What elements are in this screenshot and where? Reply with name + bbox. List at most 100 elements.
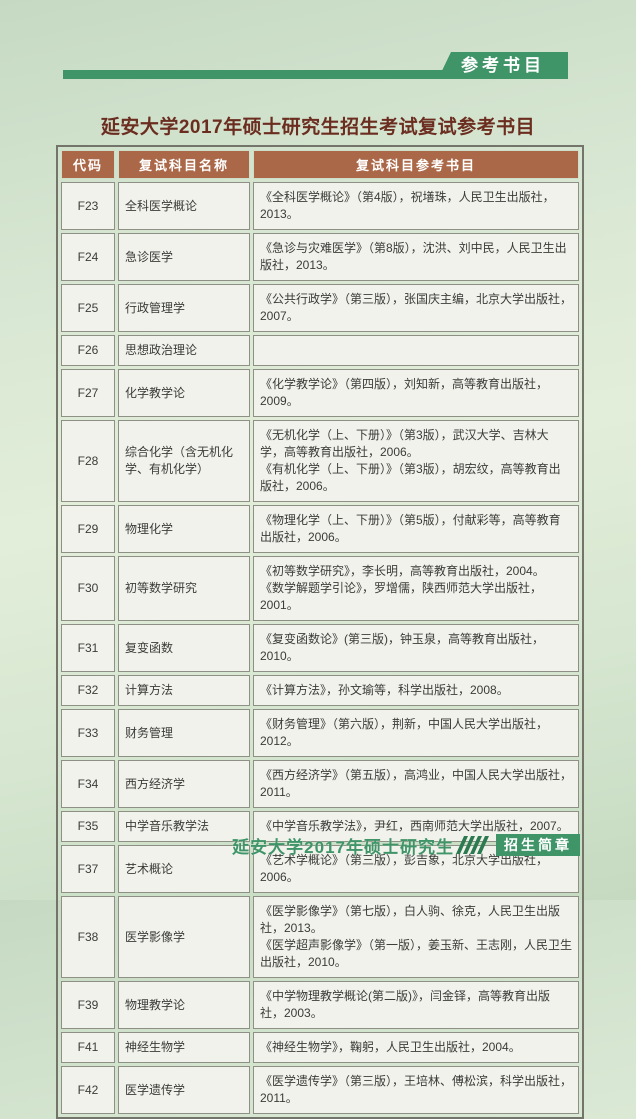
subject-cell: 全科医学概论 [118, 182, 250, 230]
header-row: 代码 复试科目名称 复试科目参考书目 [61, 150, 579, 179]
books-cell: 《全科医学概论》（第4版），祝墡珠，人民卫生出版社，2013。 [253, 182, 579, 230]
table-row: F31 复变函数 《复变函数论》(第三版)，钟玉泉，高等教育出版社，2010。 [61, 624, 579, 672]
book-line: 《神经生物学》，鞠躬，人民卫生出版社，2004。 [260, 1040, 521, 1054]
books-cell: 《无机化学（上、下册）》（第3版），武汉大学、吉林大学，高等教育出版社，2006… [253, 420, 579, 502]
book-line: 《无机化学（上、下册）》（第3版），武汉大学、吉林大学，高等教育出版社，2006… [260, 428, 549, 459]
book-line: 《医学遗传学》（第三版），王培林、傅松滨，科学出版社，2011。 [260, 1074, 573, 1105]
subject-cell: 思想政治理论 [118, 335, 250, 366]
code-cell: F29 [61, 505, 115, 553]
reference-table: 代码 复试科目名称 复试科目参考书目 F23 全科医学概论 《全科医学概论》（第4版），… [58, 147, 582, 1117]
book-line: 《急诊与灾难医学》（第8版），沈洪、刘中民，人民卫生出版社，2013。 [260, 241, 567, 272]
books-cell: 《神经生物学》，鞠躬，人民卫生出版社，2004。 [253, 1032, 579, 1063]
code-cell: F26 [61, 335, 115, 366]
book-line: 《财务管理》（第六版），荆新，中国人民大学出版社，2012。 [260, 717, 549, 748]
subject-cell: 中学音乐教学法 [118, 811, 250, 842]
books-cell: 《急诊与灾难医学》（第8版），沈洪、刘中民，人民卫生出版社，2013。 [253, 233, 579, 281]
code-cell: F33 [61, 709, 115, 757]
books-cell: 《公共行政学》（第三版），张国庆主编，北京大学出版社，2007。 [253, 284, 579, 332]
table-row: F32 计算方法 《计算方法》，孙文瑜等，科学出版社，2008。 [61, 675, 579, 706]
code-cell: F24 [61, 233, 115, 281]
table-row: F42 医学遗传学 《医学遗传学》（第三版），王培林、傅松滨，科学出版社，2011。 [61, 1066, 579, 1114]
footer-series-text: 延安大学2017年硕士研究生 [232, 837, 454, 857]
code-cell: F23 [61, 182, 115, 230]
page-title: 延安大学2017年硕士研究生招生考试复试参考书目 [100, 117, 536, 138]
books-cell: 《医学影像学》（第七版），白人驹、徐克，人民卫生出版社，2013。 《医学超声影像… [253, 896, 579, 978]
books-cell: 《中学音乐教学法》，尹红，西南师范大学出版社，2007。 [253, 811, 579, 842]
subject-cell: 初等数学研究 [118, 556, 250, 621]
code-cell: F39 [61, 981, 115, 1029]
code-cell: F27 [61, 369, 115, 417]
book-line: 《初等数学研究》，李长明，高等教育出版社，2004。 [260, 564, 545, 578]
table-row: F38 医学影像学 《医学影像学》（第七版），白人驹、徐克，人民卫生出版社，2013… [61, 896, 579, 978]
books-cell: 《医学遗传学》（第三版），王培林、傅松滨，科学出版社，2011。 [253, 1066, 579, 1114]
table-row: F24 急诊医学 《急诊与灾难医学》（第8版），沈洪、刘中民，人民卫生出版社，201… [61, 233, 579, 281]
books-cell: 《化学教学论》（第四版），刘知新，高等教育出版社，2009。 [253, 369, 579, 417]
subject-cell: 艺术概论 [118, 845, 250, 893]
table-body: F23 全科医学概论 《全科医学概论》（第4版），祝墡珠，人民卫生出版社，2013。… [61, 182, 579, 1114]
code-cell: F37 [61, 845, 115, 893]
books-cell: 《中学物理教学概论(第二版)》，闫金铎，高等教育出版社，2003。 [253, 981, 579, 1029]
books-cell: 《财务管理》（第六版），荆新，中国人民大学出版社，2012。 [253, 709, 579, 757]
reference-table-wrap: 代码 复试科目名称 复试科目参考书目 F23 全科医学概论 《全科医学概论》（第4版），… [56, 145, 584, 1119]
column-header: 复试科目参考书目 [253, 150, 579, 179]
code-cell: F31 [61, 624, 115, 672]
book-line: 《医学影像学》（第七版），白人驹、徐克，人民卫生出版社，2013。 [260, 904, 561, 935]
table-row: F25 行政管理学 《公共行政学》（第三版），张国庆主编，北京大学出版社，2007。 [61, 284, 579, 332]
slashes-decoration [455, 836, 490, 854]
code-cell: F28 [61, 420, 115, 502]
banner-tab: 参考书目 [438, 52, 568, 79]
column-header: 复试科目名称 [118, 150, 250, 179]
table-row: F23 全科医学概论 《全科医学概论》（第4版），祝墡珠，人民卫生出版社，2013。 [61, 182, 579, 230]
page-footer: 延安大学2017年硕士研究生 招生简章 [232, 833, 580, 857]
code-cell: F42 [61, 1066, 115, 1114]
subject-cell: 综合化学（含无机化学、有机化学） [118, 420, 250, 502]
code-cell: F38 [61, 896, 115, 978]
subject-cell: 医学遗传学 [118, 1066, 250, 1114]
book-line: 《复变函数论》(第三版)，钟玉泉，高等教育出版社，2010。 [260, 632, 544, 663]
subject-cell: 医学影像学 [118, 896, 250, 978]
table-row: F33 财务管理 《财务管理》（第六版），荆新，中国人民大学出版社，2012。 [61, 709, 579, 757]
subject-cell: 物理化学 [118, 505, 250, 553]
subject-cell: 行政管理学 [118, 284, 250, 332]
banner-label: 参考书目 [461, 56, 545, 75]
header-accent-bar [63, 70, 568, 79]
code-cell: F34 [61, 760, 115, 808]
table-row: F26 思想政治理论 [61, 335, 579, 366]
book-line: 《全科医学概论》（第4版），祝墡珠，人民卫生出版社，2013。 [260, 190, 555, 221]
subject-cell: 计算方法 [118, 675, 250, 706]
column-header: 代码 [61, 150, 115, 179]
book-line: 《数学解题学引论》，罗增儒，陕西师范大学出版社，2001。 [260, 581, 543, 612]
subject-cell: 化学教学论 [118, 369, 250, 417]
book-line: 《艺术学概论》（第三版），彭吉象，北京大学出版社，2006。 [260, 853, 549, 884]
book-line: 《中学音乐教学法》，尹红，西南师范大学出版社，2007。 [260, 819, 569, 833]
code-cell: F41 [61, 1032, 115, 1063]
table-row: F30 初等数学研究 《初等数学研究》，李长明，高等教育出版社，2004。 《数学解题… [61, 556, 579, 621]
book-line: 《化学教学论》（第四版），刘知新，高等教育出版社，2009。 [260, 377, 549, 408]
books-cell [253, 335, 579, 366]
subject-cell: 复变函数 [118, 624, 250, 672]
subject-cell: 急诊医学 [118, 233, 250, 281]
books-cell: 《物理化学（上、下册）》（第5版），付献彩等，高等教育出版社，2006。 [253, 505, 579, 553]
book-line: 《西方经济学》（第五版），高鸿业，中国人民大学出版社，2011。 [260, 768, 573, 799]
book-line: 《有机化学（上、下册）》（第3版），胡宏纹，高等教育出版社，2006。 [260, 462, 561, 493]
book-line: 《医学超声影像学》（第一版），姜玉新、王志刚，人民卫生出版社，2010。 [260, 938, 573, 969]
table-row: F28 综合化学（含无机化学、有机化学） 《无机化学（上、下册）》（第3版），武汉大… [61, 420, 579, 502]
footer-badge: 招生简章 [496, 834, 580, 856]
books-cell: 《初等数学研究》，李长明，高等教育出版社，2004。《数学解题学引论》，罗增儒，… [253, 556, 579, 621]
subject-cell: 西方经济学 [118, 760, 250, 808]
table-row: F27 化学教学论 《化学教学论》（第四版），刘知新，高等教育出版社，2009。 [61, 369, 579, 417]
book-line: 《计算方法》，孙文瑜等，科学出版社，2008。 [260, 683, 509, 697]
code-cell: F25 [61, 284, 115, 332]
subject-cell: 神经生物学 [118, 1032, 250, 1063]
table-row: F34 西方经济学 《西方经济学》（第五版），高鸿业，中国人民大学出版社，2011。 [61, 760, 579, 808]
table-row: F29 物理化学 《物理化学（上、下册）》（第5版），付献彩等，高等教育出版社，20… [61, 505, 579, 553]
book-line: 《物理化学（上、下册）》（第5版），付献彩等，高等教育出版社，2006。 [260, 513, 561, 544]
subject-cell: 财务管理 [118, 709, 250, 757]
table-row: F35 中学音乐教学法 《中学音乐教学法》，尹红，西南师范大学出版社，2007。 [61, 811, 579, 842]
book-line: 《中学物理教学概论(第二版)》，闫金铎，高等教育出版社，2003。 [260, 989, 550, 1020]
code-cell: F35 [61, 811, 115, 842]
books-cell: 《西方经济学》（第五版），高鸿业，中国人民大学出版社，2011。 [253, 760, 579, 808]
book-line: 《公共行政学》（第三版），张国庆主编，北京大学出版社，2007。 [260, 292, 573, 323]
code-cell: F32 [61, 675, 115, 706]
subject-cell: 物理教学论 [118, 981, 250, 1029]
